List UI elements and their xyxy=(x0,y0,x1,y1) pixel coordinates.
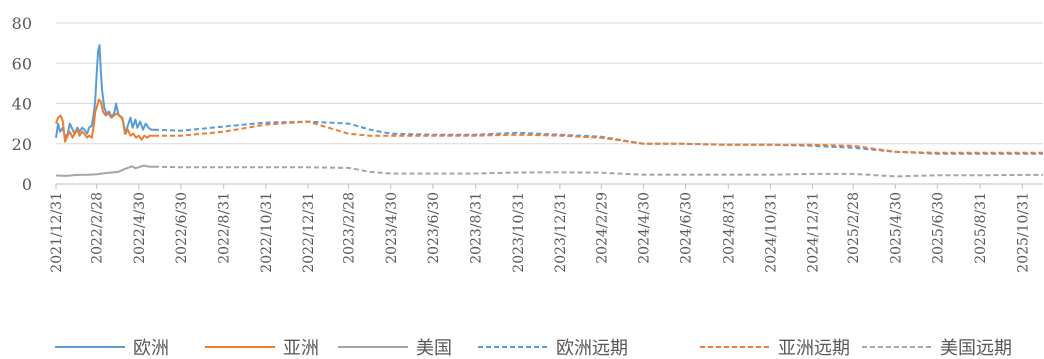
x-tick-label: 2025/10/31 xyxy=(1015,192,1031,273)
x-tick-label: 2023/6/30 xyxy=(426,192,442,264)
series-line-1 xyxy=(55,98,154,143)
series-line-3 xyxy=(153,120,1043,155)
x-tick-label: 2025/2/28 xyxy=(846,192,862,264)
x-tick-label: 2025/4/30 xyxy=(888,192,904,264)
x-tick-label: 2025/6/30 xyxy=(930,192,946,264)
x-tick-label: 2023/10/31 xyxy=(511,192,527,273)
legend-label-4: 亚洲远期 xyxy=(778,338,850,359)
x-tick-label: 2024/12/31 xyxy=(805,192,821,273)
y-axis-tick-labels: 0 20 40 60 80 xyxy=(12,14,32,194)
gridlines xyxy=(56,22,1043,145)
x-tick-label: 2023/8/31 xyxy=(469,192,485,264)
y-tick-label: 60 xyxy=(12,54,32,73)
x-tick-label: 2023/12/31 xyxy=(553,192,569,273)
series-line-4 xyxy=(154,120,1043,154)
series-line-5 xyxy=(153,165,1043,178)
legend-label-2: 美国 xyxy=(416,338,452,359)
x-tick-label: 2023/2/28 xyxy=(342,192,358,264)
x-tick-label: 2024/2/29 xyxy=(594,192,610,264)
x-tick-label: 2022/4/30 xyxy=(132,192,148,264)
series-line-2 xyxy=(55,164,154,177)
y-tick-label: 40 xyxy=(12,95,32,114)
x-tick-label: 2024/4/30 xyxy=(636,192,652,264)
x-tick-label: 2023/4/30 xyxy=(384,192,400,264)
y-tick-label: 20 xyxy=(12,135,32,154)
x-tick-label: 2022/2/28 xyxy=(90,192,106,264)
y-tick-label: 80 xyxy=(12,14,32,33)
legend-label-5: 美国远期 xyxy=(940,338,1012,359)
legend-label-3: 欧洲远期 xyxy=(556,338,628,359)
series-line-0 xyxy=(55,44,154,139)
x-tick-label: 2022/8/31 xyxy=(217,192,233,264)
legend-label-0: 欧洲 xyxy=(133,338,169,359)
x-tick-label: 2024/10/31 xyxy=(763,192,779,273)
x-tick-label: 2024/6/30 xyxy=(678,192,694,264)
x-axis xyxy=(55,183,1043,189)
x-tick-label: 2022/12/31 xyxy=(301,192,317,273)
x-tick-label: 2021/12/31 xyxy=(49,192,65,273)
x-tick-label: 2022/10/31 xyxy=(259,192,275,273)
legend: 欧洲 亚洲 美国 欧洲远期 亚洲远期 美国远期 xyxy=(55,338,1012,359)
series-layer xyxy=(55,44,1043,178)
x-tick-label: 2024/8/31 xyxy=(721,192,737,264)
y-tick-label: 0 xyxy=(22,175,32,194)
legend-label-1: 亚洲 xyxy=(283,338,319,359)
x-tick-label: 2025/8/31 xyxy=(973,192,989,264)
x-axis-tick-labels: 2021/12/31 2022/2/28 2022/4/30 2022/6/30 202… xyxy=(49,192,1031,273)
x-tick-label: 2022/6/30 xyxy=(174,192,190,264)
